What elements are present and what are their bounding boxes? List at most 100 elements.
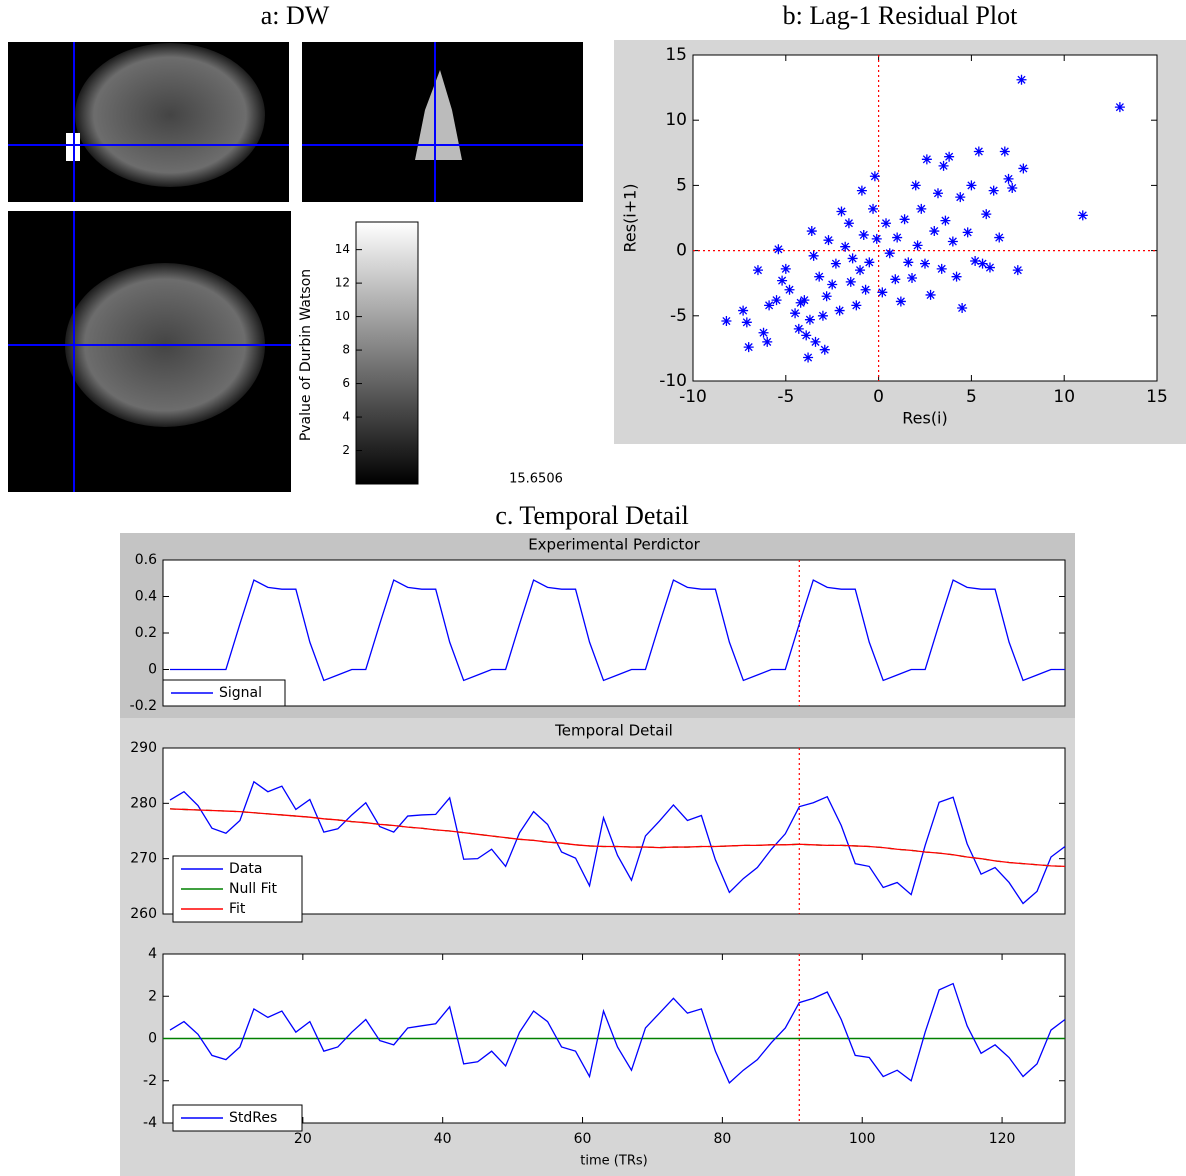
- x-axis-label: Res(i): [902, 409, 948, 428]
- scatter-point: [771, 295, 782, 306]
- scatter-point: [836, 206, 847, 217]
- scatter-point: [847, 253, 858, 264]
- line-series: [169, 982, 1066, 1084]
- scatter-point: [962, 227, 973, 238]
- scatter-point: [981, 209, 992, 220]
- scatter-point: [804, 314, 815, 325]
- scatter-point: [999, 146, 1010, 157]
- scatter-point: [988, 185, 999, 196]
- colorbar-tick-label: 10: [335, 309, 350, 323]
- y-tick-label: 10: [665, 110, 687, 130]
- x-tick-label: 0: [873, 387, 884, 407]
- scatter-point: [855, 265, 866, 276]
- scatter-point: [1012, 265, 1023, 276]
- legend-label: Fit: [229, 901, 246, 917]
- scatter-point: [741, 317, 752, 328]
- colorbar-tick-label: 6: [342, 376, 350, 390]
- scatter-point: [966, 180, 977, 191]
- panel-c-title: c. Temporal Detail: [495, 501, 688, 530]
- scatter-point: [890, 274, 901, 285]
- scatter-point: [929, 226, 940, 237]
- y-tick-label: 0: [148, 1031, 157, 1047]
- y-tick-label: 0: [148, 662, 157, 678]
- scatter-point: [834, 305, 845, 316]
- legend: [172, 1104, 303, 1132]
- y-tick-label: 290: [130, 740, 157, 756]
- y-tick-label: 0.4: [135, 589, 157, 605]
- scatter-point: [1007, 183, 1018, 194]
- scatter-point: [795, 297, 806, 308]
- scatter-point: [823, 235, 834, 246]
- legend-label: Null Fit: [229, 881, 277, 897]
- x-tick-label: -5: [777, 387, 794, 407]
- scatter-point: [994, 232, 1005, 243]
- scatter-point: [916, 203, 927, 214]
- colorbar-tick-label: 2: [342, 443, 350, 457]
- scatter-point: [910, 180, 921, 191]
- scatter-point: [858, 229, 869, 240]
- plot-area: [162, 747, 1066, 915]
- scatter-point: [799, 295, 810, 306]
- scatter-point: [951, 271, 962, 282]
- legend-label: Signal: [219, 685, 262, 701]
- y-tick-label: -2: [143, 1073, 157, 1089]
- chart-title: Experimental Perdictor: [528, 536, 700, 554]
- colorbar-tick-label: 4: [342, 410, 350, 424]
- x-tick-label: 80: [713, 1131, 731, 1147]
- scatter-point: [947, 236, 958, 247]
- y-tick-label: 5: [676, 175, 687, 195]
- scatter-point: [940, 215, 951, 226]
- scatter-point: [784, 284, 795, 295]
- scatter-point: [821, 291, 832, 302]
- brain-slice: [75, 43, 265, 187]
- x-tick-label: 120: [989, 1131, 1016, 1147]
- scatter-point: [1114, 102, 1125, 113]
- scatter-point: [743, 342, 754, 353]
- line-series: [169, 808, 1066, 868]
- scatter-point: [840, 241, 851, 252]
- scatter-point: [1016, 74, 1027, 85]
- scatter-point: [984, 262, 995, 273]
- scatter-point: [810, 336, 821, 347]
- x-axis-label: time (TRs): [580, 1154, 647, 1169]
- brain-slice: [415, 70, 462, 160]
- scatter-point: [970, 256, 981, 267]
- y-tick-label: 2: [148, 988, 157, 1004]
- y-tick-label: 4: [148, 946, 157, 962]
- scatter-point: [973, 146, 984, 157]
- scatter-point: [1018, 163, 1029, 174]
- y-tick-label: 0: [676, 241, 687, 261]
- scatter-point: [868, 203, 879, 214]
- y-tick-label: 270: [130, 851, 157, 867]
- scatter-point: [912, 240, 923, 251]
- y-tick-label: 0.6: [135, 552, 157, 568]
- chart-title: b: Lag-1 Residual Plot: [783, 1, 1018, 30]
- scatter-point: [777, 275, 788, 286]
- scatter-point: [955, 192, 966, 203]
- y-tick-label: -4: [143, 1115, 157, 1131]
- scatter-point: [1077, 210, 1088, 221]
- brain-images: [8, 42, 583, 492]
- scatter-point: [806, 226, 817, 237]
- scatter-point: [851, 300, 862, 311]
- scatter-point: [871, 233, 882, 244]
- y-tick-label: -10: [659, 371, 687, 391]
- scatter-point: [877, 287, 888, 298]
- scatter-point: [936, 263, 947, 274]
- y-tick-label: 0.2: [135, 625, 157, 641]
- scatter-point: [814, 271, 825, 282]
- scatter-point: [817, 310, 828, 321]
- scatter-point: [892, 232, 903, 243]
- scatter-point: [920, 258, 930, 269]
- x-tick-label: 10: [1053, 387, 1075, 407]
- colorbar-tick-label: 14: [335, 242, 350, 256]
- scatter-point: [762, 336, 773, 347]
- scatter-point: [977, 258, 988, 269]
- scatter-point: [738, 305, 749, 316]
- scatter-point: [932, 188, 943, 199]
- legend-label: StdRes: [229, 1110, 277, 1126]
- x-tick-label: 15: [1146, 387, 1168, 407]
- x-tick-label: 60: [574, 1131, 592, 1147]
- scatter-point: [808, 250, 819, 261]
